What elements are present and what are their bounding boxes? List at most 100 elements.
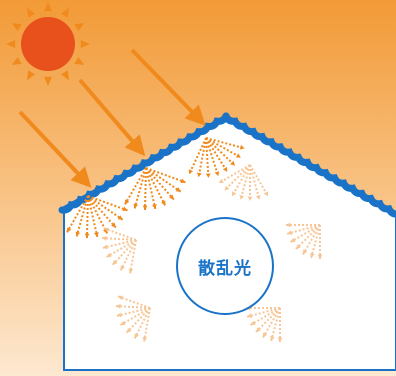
scatter-ray bbox=[270, 307, 281, 342]
scatter-ray-head bbox=[128, 268, 134, 274]
scatter-ray bbox=[145, 167, 175, 201]
scatter-ray-head bbox=[263, 332, 268, 338]
scatter-ray bbox=[310, 224, 321, 259]
scatter-ray-head bbox=[247, 313, 252, 318]
scatter-burst bbox=[218, 164, 269, 201]
scatter-ray bbox=[145, 167, 157, 210]
scatter-ray bbox=[116, 307, 151, 317]
scatter-ray-head bbox=[169, 194, 174, 200]
scatter-ray-head bbox=[247, 196, 253, 201]
scatter-ray bbox=[205, 137, 236, 167]
scatter-ray-head bbox=[126, 327, 132, 333]
scatter-ray-head bbox=[116, 303, 121, 309]
scatter-ray-head bbox=[263, 191, 268, 197]
scatter-ray-head bbox=[188, 169, 194, 175]
sun-ray bbox=[61, 70, 69, 81]
scatter-ray-head bbox=[120, 265, 125, 271]
scatter-ray bbox=[218, 164, 251, 184]
scatter-ray-head bbox=[296, 244, 301, 249]
scatter-ray-head bbox=[287, 230, 292, 235]
scatter-ray bbox=[75, 195, 89, 237]
scatter-ray bbox=[205, 137, 242, 159]
sun-ray bbox=[74, 57, 85, 65]
scatter-burst bbox=[124, 167, 186, 211]
scatter-ray bbox=[262, 307, 281, 338]
scatter-ray bbox=[117, 295, 151, 309]
scatter-ray-head bbox=[286, 222, 291, 228]
scatter-ray-head bbox=[112, 259, 118, 265]
scatter-ray-head bbox=[277, 337, 283, 342]
scatter-ray bbox=[143, 307, 151, 342]
scatter-ray bbox=[145, 167, 182, 193]
scatter-ray-head bbox=[180, 178, 186, 184]
light-ray-3 bbox=[130, 48, 206, 126]
sun-ray bbox=[61, 7, 69, 18]
scatter-ray-head bbox=[222, 166, 228, 172]
sun-ray bbox=[74, 23, 85, 31]
scatter-ray-head bbox=[94, 232, 99, 237]
scatter-ray-head bbox=[303, 249, 308, 255]
scatter-ray bbox=[102, 239, 137, 249]
scatter-ray bbox=[125, 307, 151, 334]
scatter-burst bbox=[101, 227, 137, 274]
scatter-ray bbox=[66, 195, 89, 233]
scatter-ray-head bbox=[117, 215, 123, 220]
sun-ray bbox=[27, 70, 35, 81]
incoming-light-rays bbox=[18, 48, 206, 188]
scatter-ray-head bbox=[270, 336, 275, 341]
scatter-ray bbox=[111, 239, 137, 266]
scatter-ray-head bbox=[230, 160, 235, 166]
scatter-ray-head bbox=[67, 227, 72, 233]
scatter-ray bbox=[223, 164, 251, 192]
scatter-ray-head bbox=[239, 194, 245, 200]
scatter-ray bbox=[205, 137, 229, 173]
scatter-ray bbox=[87, 195, 117, 229]
scatter-ray-head bbox=[120, 320, 126, 325]
sun-ray bbox=[27, 7, 35, 18]
scatter-ray-head bbox=[232, 191, 237, 197]
scatter-ray bbox=[290, 224, 321, 243]
roof-left bbox=[58, 112, 230, 214]
scatter-ray bbox=[143, 167, 147, 211]
scatter-ray bbox=[120, 307, 151, 326]
scatter-ray-head bbox=[142, 205, 148, 210]
sun-ray bbox=[11, 23, 22, 31]
scatter-ray-head bbox=[317, 254, 323, 259]
scatter-ray bbox=[87, 195, 109, 234]
sun-ray bbox=[44, 76, 52, 86]
scatter-ray-head bbox=[125, 199, 130, 205]
scatter-ray bbox=[246, 307, 281, 318]
scatter-burst bbox=[246, 305, 283, 342]
scatter-ray-head bbox=[255, 194, 261, 200]
sun-ray bbox=[80, 40, 90, 48]
scatter-ray bbox=[205, 137, 245, 150]
scatter-ray bbox=[145, 167, 186, 184]
scatter-ray-head bbox=[235, 153, 241, 158]
scatter-ray-head bbox=[75, 231, 81, 237]
scatter-ray bbox=[249, 164, 269, 197]
scatter-ray-head bbox=[197, 172, 202, 178]
light-ray-1 bbox=[18, 110, 92, 188]
scatter-ray bbox=[231, 164, 251, 197]
scatter-ray bbox=[302, 224, 321, 255]
scatter-ray-head bbox=[84, 233, 90, 238]
scatter-ray bbox=[124, 167, 147, 205]
scatter-ray bbox=[129, 239, 137, 274]
scatter-ray-head bbox=[256, 327, 261, 332]
scatter-ray bbox=[133, 307, 151, 339]
scatter-ray-head bbox=[116, 312, 122, 318]
scatter-ray-head bbox=[224, 185, 230, 191]
sun-ray bbox=[44, 2, 52, 12]
scatter-ray-head bbox=[214, 171, 220, 177]
sun-icon bbox=[6, 2, 90, 86]
scatter-burst bbox=[188, 137, 245, 178]
scatter-burst bbox=[286, 222, 323, 259]
scatter-burst bbox=[115, 295, 151, 342]
scatter-ray-head bbox=[239, 144, 245, 150]
scatter-ray bbox=[145, 167, 167, 206]
scatter-ray bbox=[250, 307, 281, 326]
scatter-ray bbox=[101, 237, 137, 241]
scatter-ray bbox=[249, 164, 261, 201]
scatter-ray-head bbox=[118, 295, 123, 301]
